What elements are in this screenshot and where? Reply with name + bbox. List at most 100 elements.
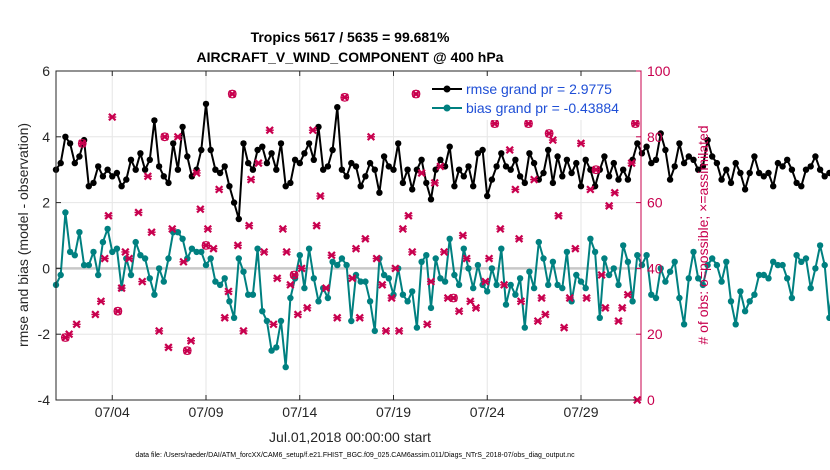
data-point-bias (596, 314, 603, 321)
data-point-bias (746, 298, 753, 305)
data-point-bias (249, 291, 257, 298)
data-point-bias (268, 347, 275, 354)
data-point-rmse (690, 156, 697, 163)
data-point-bias (221, 275, 228, 282)
data-point-rmse (249, 166, 257, 173)
data-point-rmse (132, 166, 139, 173)
data-point-bias (146, 275, 153, 282)
data-point-rmse (568, 169, 575, 177)
obs-assimilated-marker (511, 185, 520, 194)
data-point-bias (399, 291, 407, 298)
obs-assimilated-marker (303, 303, 312, 312)
data-point-rmse (221, 163, 228, 170)
data-point-bias (484, 288, 491, 295)
data-point-bias (615, 281, 622, 289)
data-point-rmse (301, 150, 308, 157)
data-point-rmse (409, 186, 416, 193)
data-point-bias (530, 284, 538, 292)
data-point-rmse (155, 163, 163, 170)
data-point-bias (132, 238, 139, 246)
x-axis-ticks: 07/04 07/09 07/14 07/19 07/24 07/29 (95, 71, 599, 420)
data-point-rmse (577, 183, 585, 190)
data-point-bias (357, 278, 364, 285)
data-point-bias (549, 258, 557, 265)
obs-assimilated-marker (533, 316, 542, 326)
data-point-rmse (732, 159, 739, 167)
data-point-bias (324, 294, 332, 302)
data-point-bias (512, 291, 519, 298)
data-point-rmse (174, 166, 182, 173)
obs-assimilated-marker (576, 139, 586, 148)
data-point-rmse (296, 159, 303, 167)
data-point-rmse (315, 123, 322, 131)
obs-assimilated-marker (173, 132, 182, 141)
data-point-rmse (127, 156, 135, 163)
data-point-bias (605, 271, 613, 279)
data-point-rmse (620, 166, 627, 173)
data-point-rmse (109, 173, 116, 180)
obs-assimilated-marker (485, 254, 494, 263)
data-point-bias (76, 229, 83, 236)
obs-assimilated-marker (160, 132, 169, 141)
obs-assimilated-marker (440, 247, 449, 257)
obs-assimilated-marker (458, 231, 467, 240)
data-point-rmse (352, 163, 360, 170)
data-point-bias (329, 258, 336, 265)
data-point-bias (455, 281, 463, 289)
obs-assimilated-marker (627, 159, 636, 168)
data-point-bias (137, 252, 144, 259)
data-point-bias (334, 261, 341, 269)
data-point-bias (127, 271, 135, 279)
data-point-bias (601, 255, 608, 262)
data-point-rmse (765, 169, 772, 177)
obs-assimilated-marker (361, 234, 370, 243)
obs-assimilated-marker (308, 126, 317, 135)
obs-assimilated-marker (430, 178, 439, 187)
obs-assimilated-marker (239, 326, 248, 335)
data-point-bias (784, 275, 791, 282)
obs-assimilated-marker (541, 310, 550, 319)
data-point-bias (737, 288, 744, 295)
obs-assimilated-marker (228, 89, 237, 99)
data-point-rmse (348, 159, 355, 167)
data-point-rmse (123, 176, 130, 183)
data-point-bias (559, 284, 566, 292)
obs-assimilated-marker (524, 119, 533, 128)
data-point-rmse (263, 159, 271, 167)
data-point-rmse (99, 173, 107, 180)
data-point-rmse (362, 173, 369, 180)
data-point-bias (770, 258, 777, 265)
data-point-bias (704, 261, 711, 269)
obs-assimilated-marker (143, 172, 152, 181)
data-point-rmse (66, 140, 74, 147)
data-point-bias (563, 248, 571, 256)
data-point-rmse (137, 150, 144, 157)
data-point-rmse (755, 169, 763, 177)
data-point-bias (85, 261, 93, 269)
data-point-bias (104, 225, 111, 233)
obs-assimilated-marker (381, 326, 391, 335)
data-point-bias (662, 278, 669, 285)
data-point-rmse (657, 130, 664, 137)
legend-marker-rmse (443, 85, 451, 93)
y-tick-label-right: 40 (647, 260, 663, 276)
data-point-rmse (76, 153, 83, 160)
data-point-rmse (90, 179, 97, 187)
obs-assimilated-marker (505, 145, 514, 155)
y-tick-label-right: 0 (647, 392, 655, 408)
data-point-rmse (826, 169, 830, 177)
data-point-rmse (493, 163, 500, 170)
data-point-bias (366, 298, 374, 305)
legend-marker-bias (443, 104, 451, 112)
data-point-rmse (746, 169, 753, 177)
data-point-rmse (371, 166, 378, 173)
obs-assimilated-marker (138, 277, 147, 286)
data-point-rmse (329, 146, 336, 154)
obs-assimilated-marker (321, 284, 331, 293)
obs-assimilated-marker (91, 310, 100, 319)
data-point-rmse (151, 117, 158, 124)
data-point-bias (432, 255, 439, 262)
obs-assimilated-marker (605, 201, 614, 210)
obs-assimilated-marker (201, 241, 211, 250)
obs-assimilated-marker (224, 287, 233, 296)
